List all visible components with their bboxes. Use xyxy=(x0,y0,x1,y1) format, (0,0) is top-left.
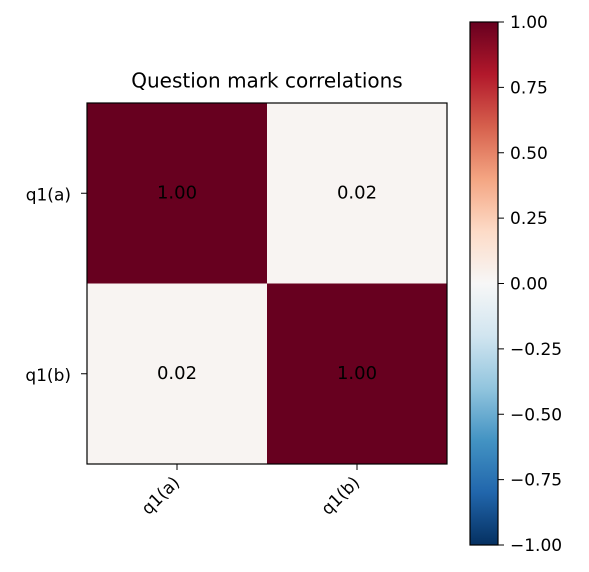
colorbar-tick-label: 1.00 xyxy=(510,13,548,33)
colorbar-tick-label: 0.00 xyxy=(510,275,548,295)
colorbar-tick-label: −0.50 xyxy=(510,405,562,425)
heatmap-cell xyxy=(87,103,267,284)
chart-title: Question mark correlations xyxy=(131,69,402,93)
cell-label: 1.00 xyxy=(337,363,377,384)
x-tick-label: q1(a) xyxy=(138,473,184,519)
heatmap-cell xyxy=(267,283,447,464)
y-tick-label: q1(a) xyxy=(26,185,71,205)
cell-label: 0.02 xyxy=(337,182,377,203)
colorbar xyxy=(469,21,499,546)
y-tick-label: q1(b) xyxy=(25,366,71,386)
colorbar-tick-label: 0.50 xyxy=(510,144,548,164)
cell-label: 0.02 xyxy=(157,363,197,384)
colorbar-tick-label: 0.25 xyxy=(510,209,548,229)
plot-frame xyxy=(86,102,448,465)
heatmap-cell xyxy=(87,283,267,464)
colorbar-tick-label: −0.75 xyxy=(510,471,562,491)
colorbar-tick-label: −1.00 xyxy=(510,536,562,556)
colorbar-tick-label: 0.75 xyxy=(510,78,548,98)
colorbar-tick-label: −0.25 xyxy=(510,340,562,360)
cell-label: 1.00 xyxy=(157,182,197,203)
x-tick-label: q1(b) xyxy=(318,473,364,519)
heatmap-cell xyxy=(267,103,447,284)
